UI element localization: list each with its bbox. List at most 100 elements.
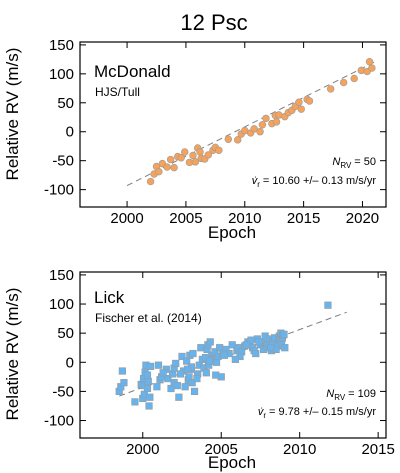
- data-point: [143, 384, 152, 393]
- panel-label-lick: Lick: [94, 288, 125, 307]
- data-point: [143, 371, 152, 379]
- data-point: [189, 349, 197, 358]
- data-point: [365, 57, 374, 66]
- data-point: [163, 163, 171, 171]
- x-tick-label-lick: 2010: [283, 441, 316, 458]
- data-point: [206, 338, 214, 346]
- tick-labels-lick: 2000 2005 2010 2015 -100 -50 0 50 100 150: [44, 267, 395, 458]
- data-point: [172, 359, 180, 368]
- data-point: [252, 349, 260, 358]
- data-point: [177, 154, 185, 162]
- data-point: [256, 128, 264, 136]
- data-point: [281, 344, 289, 352]
- panel-lick: Relative RV (m/s) Epoch 2000 2005 2010 2015…: [3, 267, 395, 472]
- plot-frame-mcdonald: [79, 41, 387, 208]
- data-point: [164, 374, 172, 383]
- data-point: [197, 344, 205, 352]
- data-point: [188, 379, 196, 387]
- y-tick-label-mcdonald: 0: [66, 124, 74, 141]
- data-point: [250, 125, 258, 133]
- data-point: [196, 148, 204, 156]
- data-point: [242, 341, 250, 349]
- y-tick-label-lick: -100: [44, 413, 74, 430]
- x-tick-label-mcdonald: 2000: [110, 210, 143, 227]
- data-point: [144, 377, 152, 386]
- data-point: [166, 155, 175, 164]
- panel-mcdonald: Relative RV (m/s) Epoch 2000 2005 2010 2015…: [3, 37, 387, 242]
- x-tick-label-mcdonald: 2010: [228, 210, 261, 227]
- data-point: [183, 365, 192, 373]
- data-point: [202, 369, 210, 377]
- data-point: [131, 398, 139, 406]
- data-point: [326, 85, 335, 93]
- data-point: [220, 351, 228, 359]
- data-point: [212, 371, 220, 379]
- y-tick-label-mcdonald: -50: [52, 153, 74, 170]
- data-points-lick: [115, 301, 332, 410]
- data-point: [267, 344, 275, 352]
- data-point: [339, 78, 348, 87]
- data-point: [280, 330, 288, 338]
- figure-title: 12 Psc: [180, 10, 247, 35]
- data-point: [176, 370, 185, 378]
- data-point: [118, 367, 126, 375]
- data-point: [272, 118, 281, 126]
- data-point: [205, 357, 214, 365]
- data-point: [350, 74, 358, 83]
- data-point: [234, 136, 242, 144]
- tick-labels-mcdonald: 2000 2005 2010 2015 2020 -100 -50 0 50 100 150: [44, 37, 379, 227]
- tick-marks-mcdonald: [80, 42, 386, 207]
- data-point: [146, 177, 155, 186]
- panel-label-mcdonald: McDonald: [94, 62, 171, 81]
- fit-line-mcdonald: [126, 61, 375, 187]
- data-point: [170, 163, 178, 172]
- data-point: [204, 151, 212, 159]
- y-tick-label-lick: 0: [66, 354, 74, 371]
- x-axis-label-mcdonald: Epoch: [208, 223, 256, 242]
- data-point: [181, 148, 189, 156]
- data-point: [368, 64, 376, 72]
- data-point: [120, 379, 128, 387]
- data-point: [193, 374, 201, 383]
- plot-frame-lick: [79, 271, 387, 439]
- y-tick-label-mcdonald: 100: [49, 66, 74, 83]
- data-point: [155, 167, 163, 176]
- data-point: [175, 393, 183, 401]
- data-point: [145, 402, 153, 410]
- x-tick-label-mcdonald: 2005: [169, 210, 202, 227]
- slope-mcdonald: v̇r = 10.60 +/– 0.13 m/s/yr: [252, 175, 377, 189]
- data-point: [154, 361, 163, 369]
- n-rv-lick: NRV = 109: [326, 388, 376, 402]
- data-points-mcdonald: [146, 57, 376, 186]
- data-point: [153, 383, 161, 391]
- y-tick-label-mcdonald: -100: [44, 182, 74, 199]
- panel-source-lick: Fischer et al. (2014): [95, 311, 202, 325]
- x-tick-label-mcdonald: 2015: [287, 210, 320, 227]
- data-point: [258, 121, 267, 129]
- y-axis-label-mcdonald: Relative RV (m/s): [3, 48, 22, 181]
- y-tick-label-mcdonald: 150: [49, 37, 74, 54]
- y-axis-label-lick: Relative RV (m/s): [3, 288, 22, 421]
- data-point: [231, 355, 239, 363]
- tick-marks-lick: [80, 272, 386, 438]
- n-rv-mcdonald: NRV = 50: [332, 156, 376, 170]
- data-point: [191, 158, 200, 166]
- data-point: [297, 105, 305, 113]
- data-point: [173, 381, 181, 390]
- data-point: [224, 135, 232, 143]
- fit-line-mcdonald: [126, 61, 375, 187]
- data-point: [215, 146, 223, 154]
- y-tick-label-lick: 150: [49, 267, 74, 284]
- data-point: [189, 151, 197, 160]
- data-point: [262, 114, 270, 123]
- y-tick-label-lick: 100: [49, 296, 74, 313]
- y-tick-label-lick: 50: [57, 325, 74, 342]
- x-axis-label-lick: Epoch: [208, 453, 256, 472]
- data-point: [147, 362, 155, 370]
- data-point: [178, 352, 186, 361]
- data-point: [190, 387, 199, 396]
- data-point: [181, 383, 189, 391]
- data-point: [324, 301, 332, 309]
- x-tick-label-mcdonald: 2020: [346, 210, 379, 227]
